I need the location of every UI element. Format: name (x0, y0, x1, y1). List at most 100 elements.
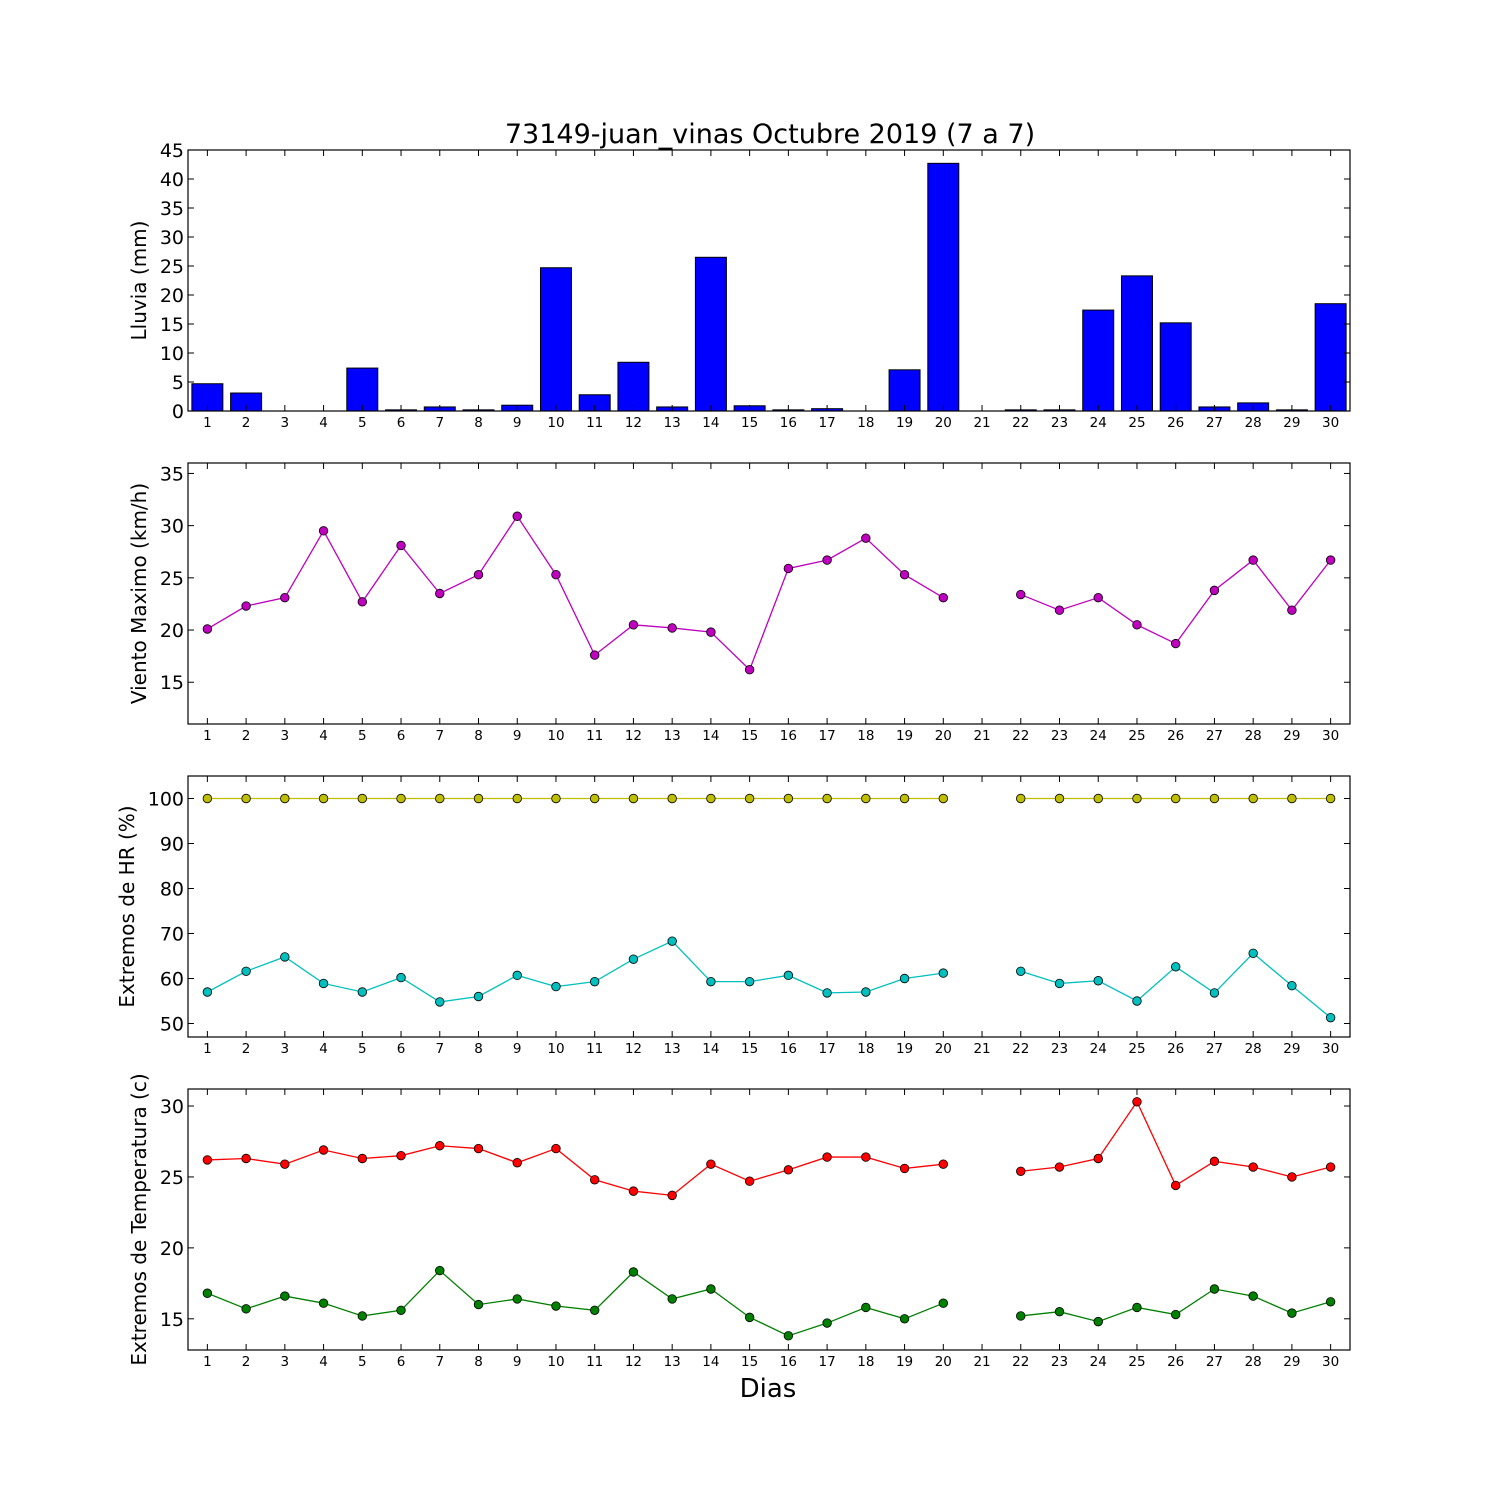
data-point (783, 793, 794, 804)
x-tick-label: 11 (586, 1354, 603, 1370)
x-tick-label: 16 (780, 1354, 797, 1370)
data-point (822, 988, 832, 998)
x-tick-label: 28 (1245, 728, 1262, 744)
data-point (861, 533, 871, 543)
data-point (1054, 978, 1065, 989)
data-point (667, 936, 677, 946)
y-tick-label: 20 (160, 620, 184, 642)
data-point (1093, 592, 1103, 603)
data-point (899, 1163, 910, 1174)
data-point (628, 1186, 639, 1196)
x-tick-label: 14 (702, 728, 719, 744)
data-point (706, 793, 716, 804)
x-tick-label: 5 (358, 728, 367, 744)
data-point (241, 1304, 251, 1314)
data-point (435, 793, 445, 804)
x-tick-label: 13 (664, 1354, 681, 1370)
data-point (357, 987, 368, 997)
x-tick-label: 1 (203, 1354, 212, 1370)
data-point (1054, 1162, 1065, 1172)
bar (539, 267, 572, 412)
data-point (202, 624, 213, 634)
data-point (1248, 1162, 1258, 1172)
y-tick-label: 40 (160, 169, 184, 191)
x-tick-label: 14 (702, 1354, 719, 1370)
data-point (357, 597, 368, 607)
data-point (318, 1298, 329, 1308)
axes-frame (187, 462, 1351, 725)
x-tick-label: 28 (1245, 1354, 1262, 1370)
x-tick-label: 30 (1322, 1354, 1339, 1370)
data-point (202, 793, 213, 804)
data-point (473, 1143, 484, 1154)
x-tick-label: 16 (780, 1041, 797, 1057)
data-point (435, 1141, 445, 1151)
data-point (1093, 976, 1103, 986)
data-point (706, 1284, 716, 1294)
data-point (1170, 1180, 1181, 1191)
data-point (822, 1318, 832, 1328)
y-tick-label: 30 (160, 1096, 184, 1118)
x-tick-label: 21 (973, 728, 990, 744)
x-tick-label: 1 (203, 728, 212, 744)
data-point (512, 793, 522, 804)
y-tick-label: 25 (160, 568, 184, 590)
x-tick-label: 14 (702, 415, 719, 431)
series-line (207, 940, 944, 1003)
y-tick-label: 0 (172, 401, 184, 423)
x-tick-label: 27 (1206, 415, 1223, 431)
data-point (1093, 793, 1103, 804)
data-point (1287, 981, 1297, 991)
data-point (512, 1158, 522, 1168)
data-point (1209, 1284, 1220, 1294)
data-point (938, 1298, 949, 1308)
data-point (357, 1153, 368, 1164)
x-tick-label: 4 (319, 415, 328, 431)
data-point (861, 793, 871, 804)
data-point (1016, 966, 1026, 977)
x-tick-label: 19 (896, 1041, 913, 1057)
x-tick-label: 2 (242, 1041, 251, 1057)
x-tick-label: 12 (625, 415, 642, 431)
x-tick-label: 6 (397, 415, 406, 431)
data-point (396, 540, 406, 551)
data-point (551, 1301, 561, 1311)
x-tick-label: 19 (896, 415, 913, 431)
x-tick-label: 1 (203, 415, 212, 431)
x-tick-label: 2 (242, 728, 251, 744)
y-tick-label: 30 (160, 516, 184, 538)
series-line (207, 515, 944, 671)
data-point (1287, 1172, 1297, 1182)
x-tick-label: 8 (474, 728, 483, 744)
x-tick-label: 11 (586, 415, 603, 431)
x-tick-label: 29 (1283, 728, 1300, 744)
x-tick-label: 17 (819, 415, 836, 431)
data-point (280, 1291, 290, 1301)
bar (1314, 303, 1347, 412)
y-tick-label: 25 (160, 1167, 184, 1189)
data-point (1170, 962, 1181, 972)
y-tick-label: 100 (148, 789, 184, 811)
x-tick-label: 26 (1167, 1041, 1184, 1057)
x-tick-label: 4 (319, 728, 328, 744)
x-tick-label: 20 (935, 1354, 952, 1370)
chart-title: 73149-juan_vinas Octubre 2019 (7 a 7) (505, 119, 1035, 150)
data-point (783, 970, 794, 981)
x-tick-label: 7 (435, 1041, 444, 1057)
x-tick-label: 9 (513, 415, 522, 431)
x-tick-label: 16 (780, 415, 797, 431)
x-tick-label: 4 (319, 1354, 328, 1370)
data-point (512, 970, 522, 981)
bar (346, 367, 379, 412)
data-point (744, 1176, 755, 1186)
y-tick-label: 20 (160, 1238, 184, 1260)
y-tick-label: 60 (160, 969, 184, 991)
data-point (667, 793, 677, 804)
data-point (590, 793, 600, 804)
data-point (357, 1311, 368, 1321)
data-point (861, 1302, 871, 1313)
